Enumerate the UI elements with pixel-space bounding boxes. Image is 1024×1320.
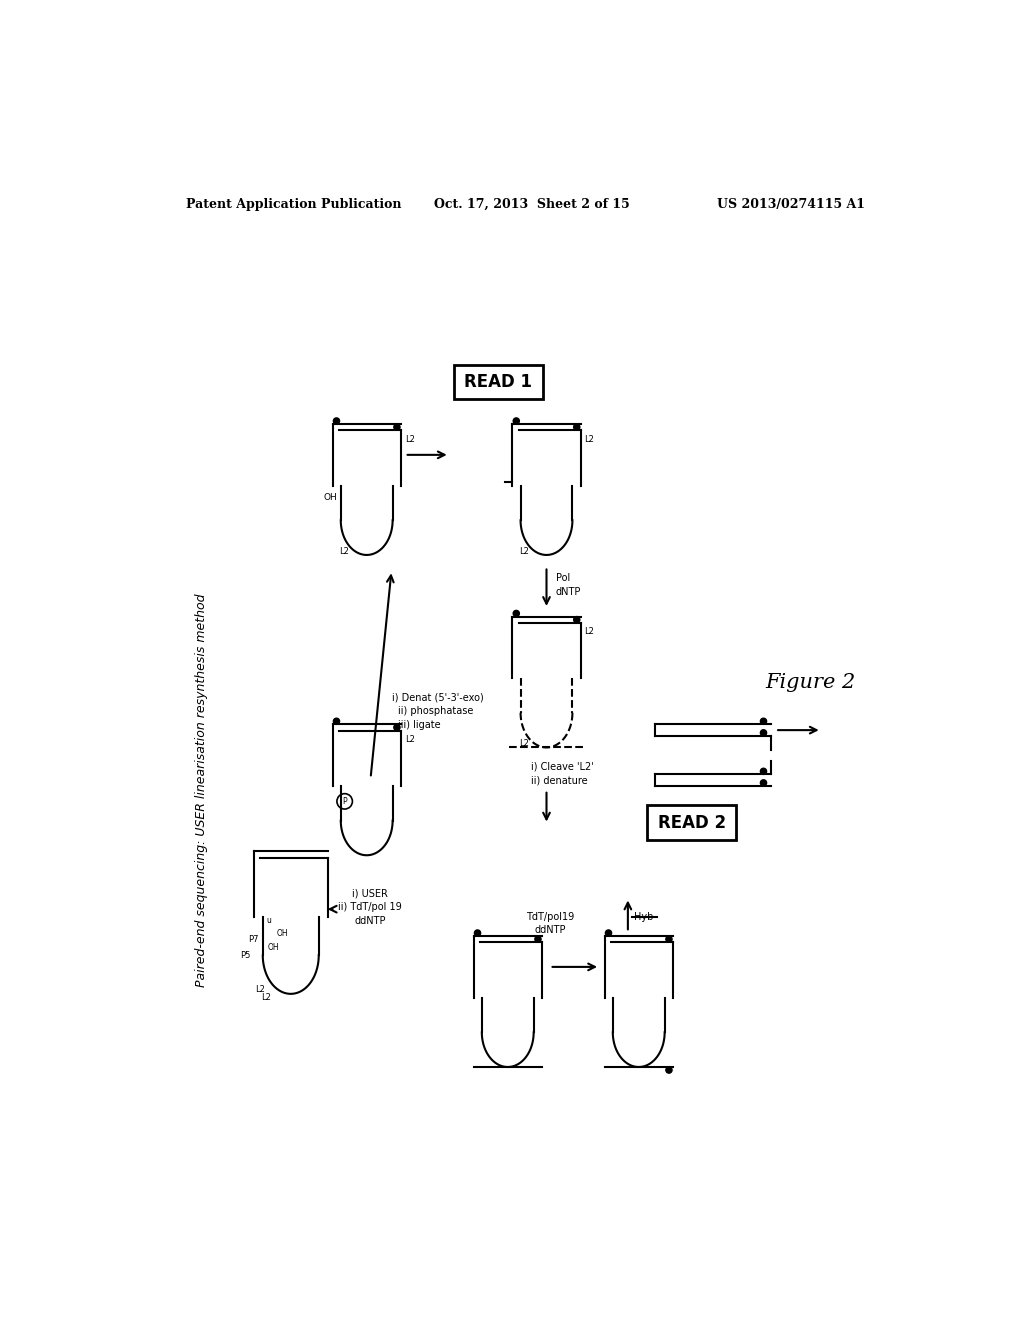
Text: P7: P7 — [249, 936, 259, 944]
Text: dNTP: dNTP — [556, 587, 582, 597]
Text: L2: L2 — [519, 739, 529, 748]
Circle shape — [394, 424, 400, 430]
Text: L2: L2 — [261, 993, 271, 1002]
Text: READ 1: READ 1 — [464, 374, 532, 391]
Text: i) Denat (5'-3'-exo): i) Denat (5'-3'-exo) — [391, 693, 483, 702]
Circle shape — [761, 768, 767, 775]
Text: OH: OH — [276, 929, 289, 939]
Text: OH: OH — [268, 944, 280, 952]
Circle shape — [535, 936, 541, 942]
Text: Hyb: Hyb — [634, 912, 653, 921]
Bar — [454, 364, 543, 400]
Circle shape — [573, 616, 580, 623]
Text: Oct. 17, 2013  Sheet 2 of 15: Oct. 17, 2013 Sheet 2 of 15 — [434, 198, 630, 211]
Circle shape — [513, 418, 519, 424]
Text: L2: L2 — [339, 546, 349, 556]
Text: L2: L2 — [585, 436, 594, 444]
Circle shape — [334, 418, 340, 424]
Text: Pol: Pol — [556, 573, 570, 583]
Text: L2: L2 — [404, 735, 415, 744]
Text: L2: L2 — [404, 436, 415, 444]
Bar — [647, 805, 736, 840]
Circle shape — [605, 929, 611, 936]
Text: L2: L2 — [255, 986, 265, 994]
Circle shape — [666, 936, 672, 942]
Text: READ 2: READ 2 — [657, 813, 726, 832]
Text: Patent Application Publication: Patent Application Publication — [186, 198, 401, 211]
Text: ii) denature: ii) denature — [531, 776, 588, 785]
Circle shape — [394, 725, 400, 730]
Circle shape — [666, 1067, 672, 1073]
Text: US 2013/0274115 A1: US 2013/0274115 A1 — [717, 198, 865, 211]
Text: ii) phosphatase: ii) phosphatase — [397, 706, 473, 717]
Text: OH: OH — [324, 492, 337, 502]
Circle shape — [761, 718, 767, 725]
Text: P: P — [342, 797, 347, 805]
Circle shape — [573, 424, 580, 430]
Circle shape — [334, 718, 340, 725]
Text: ddNTP: ddNTP — [535, 925, 566, 935]
Text: Figure 2: Figure 2 — [765, 672, 855, 692]
Circle shape — [761, 780, 767, 785]
Text: i) USER: i) USER — [352, 888, 388, 899]
Text: u: u — [266, 916, 271, 925]
Text: Paired-end sequencing: USER linearisation resynthesis method: Paired-end sequencing: USER linearisatio… — [196, 593, 208, 986]
Text: ddNTP: ddNTP — [354, 916, 386, 925]
Text: L2: L2 — [519, 546, 529, 556]
Text: ii) TdT/pol 19: ii) TdT/pol 19 — [338, 902, 402, 912]
Text: i) Cleave 'L2': i) Cleave 'L2' — [531, 762, 594, 772]
Circle shape — [513, 610, 519, 616]
Text: P5: P5 — [240, 950, 250, 960]
Circle shape — [761, 730, 767, 737]
Text: L2: L2 — [585, 627, 594, 636]
Text: TdT/pol19: TdT/pol19 — [526, 912, 574, 921]
Circle shape — [474, 929, 480, 936]
Text: iii) ligate: iii) ligate — [397, 721, 440, 730]
